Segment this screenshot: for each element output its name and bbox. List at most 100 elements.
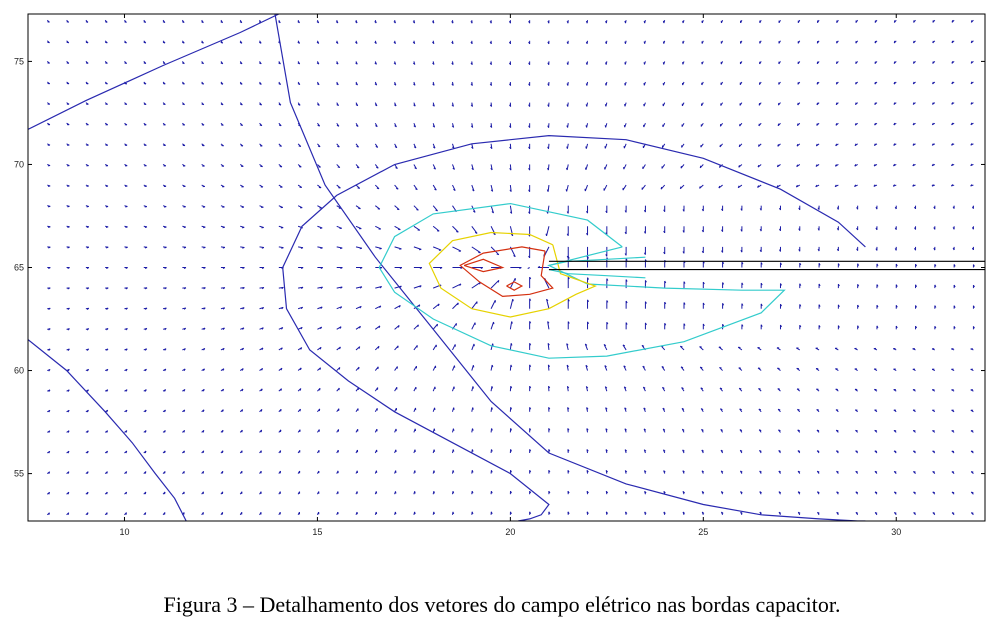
field-vector-head — [931, 184, 934, 187]
field-vector-head — [528, 189, 531, 192]
field-vector-head — [261, 247, 265, 249]
field-vector-head — [439, 267, 443, 269]
field-vector-head — [934, 264, 937, 267]
field-vector — [413, 205, 419, 211]
field-vector-head — [757, 185, 760, 188]
field-vector-head — [144, 389, 147, 392]
field-vector-head — [510, 233, 514, 237]
field-vector-head — [395, 167, 398, 169]
field-vector-head — [143, 62, 147, 65]
field-vector-head — [202, 389, 205, 392]
field-vector-head — [836, 470, 839, 473]
field-vector-head — [816, 123, 818, 126]
field-vector-head — [297, 103, 301, 106]
field-vector-head — [417, 324, 419, 328]
field-vector-head — [509, 125, 512, 128]
field-vector-head — [797, 450, 801, 452]
field-vector-head — [624, 62, 626, 65]
field-vector-head — [48, 287, 51, 290]
field-vector-head — [242, 246, 245, 249]
field-vector-head — [912, 102, 915, 105]
field-vector-head — [699, 165, 702, 168]
field-vector-head — [741, 303, 744, 306]
field-vector-head — [547, 167, 549, 171]
field-vector-head — [874, 491, 878, 494]
contour-line — [28, 14, 280, 130]
field-vector — [471, 246, 481, 254]
field-vector-head — [971, 206, 974, 209]
field-vector — [394, 246, 402, 250]
field-vector-head — [451, 41, 454, 45]
field-vector-head — [545, 233, 548, 236]
field-vector-head — [393, 83, 397, 86]
field-vector-head — [471, 470, 474, 473]
field-vector-head — [722, 303, 725, 306]
field-vector-head — [419, 285, 422, 288]
field-vector-head — [164, 409, 166, 413]
field-vector-head — [86, 205, 89, 208]
field-vector — [584, 343, 589, 351]
field-vector-head — [86, 369, 90, 372]
field-vector-head — [798, 207, 801, 211]
field-vector-head — [625, 322, 628, 325]
field-vector-head — [776, 164, 779, 168]
field-vector-head — [453, 188, 456, 191]
field-vector-head — [47, 21, 50, 23]
field-vector-head — [912, 184, 915, 187]
field-vector-head — [281, 247, 284, 249]
field-vector-head — [815, 164, 818, 167]
field-vector-head — [125, 307, 128, 310]
field-vector-head — [298, 145, 301, 148]
field-vector-head — [86, 430, 89, 433]
field-vector-head — [182, 62, 185, 65]
field-vector-head — [817, 248, 820, 252]
field-vector-head — [835, 102, 838, 105]
field-vector-head — [566, 255, 569, 259]
field-vector-head — [104, 21, 108, 23]
field-vector-head — [85, 41, 89, 44]
field-vector-head — [971, 512, 974, 514]
field-vector-head — [817, 491, 820, 494]
field-vector-head — [722, 261, 725, 264]
field-vector-head — [432, 41, 435, 45]
field-vector-head — [358, 367, 360, 370]
field-vector-head — [931, 122, 934, 126]
field-vector-head — [718, 165, 721, 168]
field-vector-head — [585, 386, 589, 389]
field-vector-head — [778, 207, 781, 211]
field-vector-head — [624, 231, 627, 235]
field-vector-head — [836, 207, 839, 210]
field-vector-head — [183, 246, 187, 249]
field-vector-head — [299, 367, 302, 371]
field-vector-head — [854, 143, 857, 146]
field-vector-head — [585, 104, 588, 107]
field-vector-head — [566, 83, 569, 86]
field-vector-head — [260, 409, 263, 412]
field-vector-head — [261, 347, 264, 351]
field-vector-head — [316, 83, 320, 86]
field-vector-head — [413, 125, 416, 128]
field-vector-head — [760, 303, 763, 307]
field-vector-head — [586, 407, 589, 410]
field-vector-head — [818, 263, 821, 266]
field-vector-head — [508, 62, 511, 65]
field-vector-head — [548, 428, 551, 431]
field-vector-head — [452, 428, 455, 431]
field-vector-head — [106, 450, 108, 454]
field-vector-head — [702, 323, 705, 327]
field-vector-head — [894, 470, 897, 473]
field-vector-head — [222, 327, 225, 330]
field-vector-head — [48, 307, 51, 310]
field-vector-head — [914, 248, 916, 251]
field-vector-head — [144, 491, 147, 495]
field-vector-head — [490, 146, 493, 150]
field-vector-head — [912, 143, 915, 146]
field-vector — [509, 226, 514, 236]
field-vector-head — [759, 491, 762, 494]
field-vector-head — [584, 343, 588, 346]
field-vector-head — [874, 450, 878, 452]
field-vector-head — [874, 511, 878, 514]
field-vector-head — [335, 41, 339, 44]
field-vector-head — [106, 389, 109, 392]
field-vector-head — [661, 366, 665, 368]
